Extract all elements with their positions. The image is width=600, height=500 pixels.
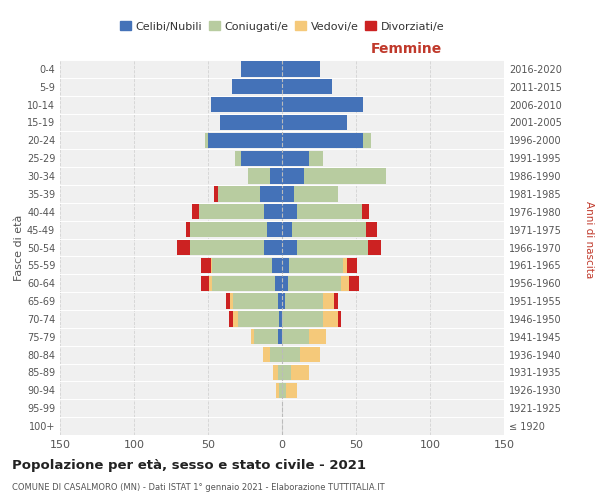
Bar <box>276 383 279 398</box>
Bar <box>286 383 297 398</box>
Text: Anni di nascita: Anni di nascita <box>584 202 594 278</box>
Bar <box>304 168 386 184</box>
Bar <box>367 222 377 237</box>
Bar <box>282 97 364 112</box>
Bar <box>226 294 230 308</box>
Bar <box>323 312 338 326</box>
Text: COMUNE DI CASALMORO (MN) - Dati ISTAT 1° gennaio 2021 - Elaborazione TUTTITALIA.: COMUNE DI CASALMORO (MN) - Dati ISTAT 1°… <box>12 484 385 492</box>
Bar <box>282 383 286 398</box>
Bar <box>199 204 264 220</box>
Bar <box>343 258 347 273</box>
Bar <box>190 240 264 255</box>
Bar <box>211 97 282 112</box>
Bar <box>297 240 368 255</box>
Bar <box>282 294 285 308</box>
Bar <box>279 312 282 326</box>
Bar <box>238 312 279 326</box>
Bar <box>275 276 282 291</box>
Bar <box>235 150 241 166</box>
Bar <box>233 294 278 308</box>
Bar <box>248 168 270 184</box>
Bar <box>282 258 289 273</box>
Bar <box>177 240 190 255</box>
Bar <box>270 168 282 184</box>
Bar <box>289 258 343 273</box>
Bar <box>254 329 278 344</box>
Bar <box>200 258 211 273</box>
Bar <box>218 186 260 202</box>
Bar <box>186 222 190 237</box>
Bar <box>282 365 291 380</box>
Bar <box>334 294 338 308</box>
Bar <box>229 312 233 326</box>
Bar <box>308 150 323 166</box>
Bar <box>282 168 304 184</box>
Bar <box>278 365 282 380</box>
Bar <box>349 276 359 291</box>
Bar <box>263 347 270 362</box>
Bar <box>282 79 332 94</box>
Bar <box>368 240 381 255</box>
Bar <box>282 133 364 148</box>
Bar <box>272 258 282 273</box>
Bar <box>209 276 212 291</box>
Bar <box>323 294 334 308</box>
Bar <box>233 312 238 326</box>
Bar <box>190 222 267 237</box>
Bar <box>279 383 282 398</box>
Bar <box>208 133 282 148</box>
Bar <box>341 276 349 291</box>
Bar <box>297 204 362 220</box>
Bar <box>282 347 300 362</box>
Bar <box>291 365 308 380</box>
Text: Popolazione per età, sesso e stato civile - 2021: Popolazione per età, sesso e stato civil… <box>12 460 366 472</box>
Bar <box>308 329 326 344</box>
Bar <box>232 79 282 94</box>
Bar <box>294 186 338 202</box>
Bar <box>270 347 282 362</box>
Bar <box>362 204 370 220</box>
Bar <box>282 240 297 255</box>
Text: Femmine: Femmine <box>371 42 442 56</box>
Bar <box>192 204 199 220</box>
Bar <box>282 186 294 202</box>
Bar <box>273 365 278 380</box>
Legend: Celibi/Nubili, Coniugati/e, Vedovi/e, Divorziati/e: Celibi/Nubili, Coniugati/e, Vedovi/e, Di… <box>115 17 449 36</box>
Bar <box>282 150 308 166</box>
Bar <box>264 240 282 255</box>
Bar <box>278 329 282 344</box>
Bar <box>220 115 282 130</box>
Bar <box>212 258 272 273</box>
Bar <box>282 204 297 220</box>
Bar <box>212 276 275 291</box>
Bar <box>292 222 367 237</box>
Bar <box>200 276 209 291</box>
Bar <box>282 62 320 76</box>
Bar <box>282 312 323 326</box>
Bar <box>214 186 218 202</box>
Bar <box>364 133 371 148</box>
Bar <box>241 150 282 166</box>
Bar <box>347 258 358 273</box>
Bar <box>264 204 282 220</box>
Bar <box>282 222 292 237</box>
Bar <box>338 312 341 326</box>
Bar <box>282 329 308 344</box>
Bar <box>285 294 323 308</box>
Y-axis label: Fasce di età: Fasce di età <box>14 214 24 280</box>
Bar <box>278 294 282 308</box>
Bar <box>251 329 254 344</box>
Bar <box>267 222 282 237</box>
Bar <box>282 276 288 291</box>
Bar <box>211 258 212 273</box>
Bar <box>230 294 233 308</box>
Bar <box>300 347 320 362</box>
Bar <box>260 186 282 202</box>
Bar <box>288 276 341 291</box>
Bar <box>282 115 347 130</box>
Bar <box>205 133 208 148</box>
Bar <box>241 62 282 76</box>
